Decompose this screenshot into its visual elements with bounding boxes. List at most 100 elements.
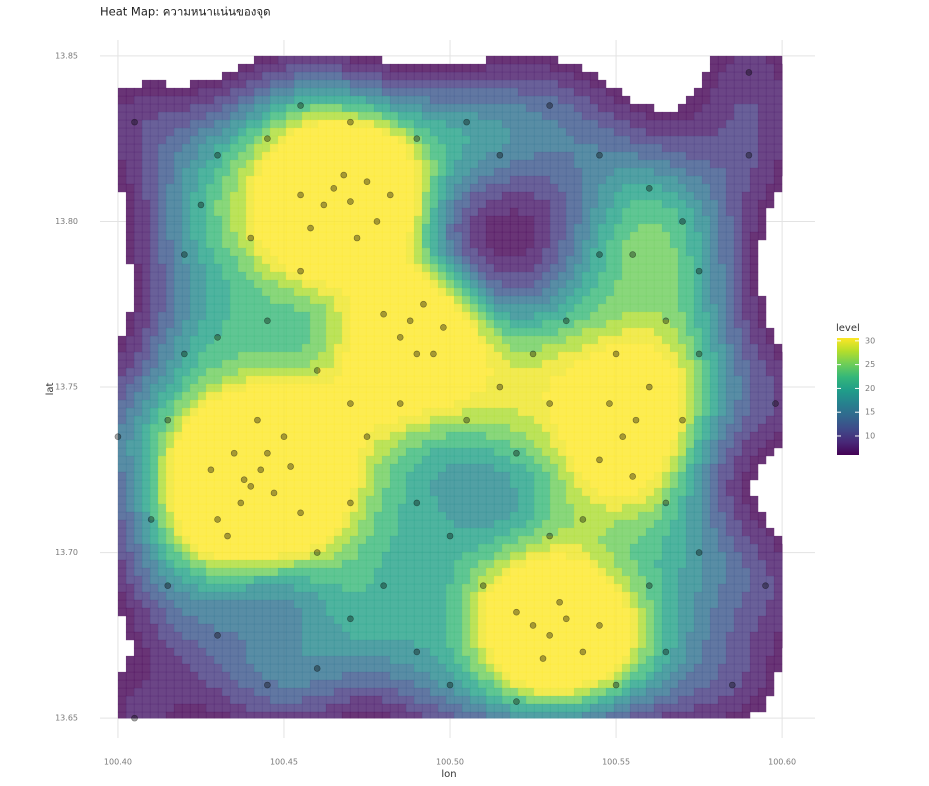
density-cell <box>573 247 583 257</box>
density-cell <box>309 367 319 377</box>
density-cell <box>181 215 191 225</box>
density-cell <box>389 239 399 249</box>
density-cell <box>565 327 575 337</box>
density-cell <box>629 207 639 217</box>
density-cell <box>493 175 503 185</box>
density-cell <box>509 207 519 217</box>
density-cell <box>189 415 199 425</box>
density-cell <box>293 279 303 289</box>
density-cell <box>645 143 655 153</box>
density-cell <box>677 143 687 153</box>
density-cell <box>565 479 575 489</box>
density-cell <box>357 463 367 473</box>
density-cell <box>565 495 575 505</box>
density-cell <box>149 351 159 361</box>
density-cell <box>645 479 655 489</box>
density-cell <box>325 535 335 545</box>
density-cell <box>525 383 535 393</box>
density-cell <box>461 471 471 481</box>
density-cell <box>253 455 263 465</box>
density-cell <box>501 415 511 425</box>
density-cell <box>741 487 751 497</box>
density-cell <box>661 423 671 433</box>
density-cell <box>229 263 239 273</box>
density-cell <box>533 87 543 97</box>
density-cell <box>349 175 359 185</box>
density-cell <box>277 335 287 345</box>
density-cell <box>269 231 279 241</box>
density-cell <box>517 319 527 329</box>
density-cell <box>261 375 271 385</box>
density-cell <box>541 87 551 97</box>
density-cell <box>237 271 247 281</box>
density-cell <box>485 351 495 361</box>
density-cell <box>637 143 647 153</box>
density-cell <box>221 391 231 401</box>
density-cell <box>629 191 639 201</box>
density-cell <box>341 527 351 537</box>
density-cell <box>333 495 343 505</box>
density-cell <box>701 151 711 161</box>
density-cell <box>269 439 279 449</box>
density-cell <box>653 519 663 529</box>
density-cell <box>261 199 271 209</box>
density-cell <box>453 103 463 113</box>
density-cell <box>245 375 255 385</box>
density-cell <box>373 519 383 529</box>
density-cell <box>477 223 487 233</box>
density-cell <box>189 255 199 265</box>
density-cell <box>533 255 543 265</box>
density-cell <box>117 391 127 401</box>
density-cell <box>205 175 215 185</box>
density-cell <box>517 279 527 289</box>
density-cell <box>733 399 743 409</box>
density-cell <box>341 327 351 337</box>
density-cell <box>197 471 207 481</box>
density-cell <box>685 503 695 513</box>
density-cell <box>165 295 175 305</box>
density-cell <box>589 271 599 281</box>
density-cell <box>565 375 575 385</box>
density-cell <box>397 191 407 201</box>
density-cell <box>253 207 263 217</box>
density-cell <box>701 447 711 457</box>
density-cell <box>501 431 511 441</box>
density-cell <box>277 463 287 473</box>
density-cell <box>445 359 455 369</box>
density-cell <box>373 503 383 513</box>
density-cell <box>533 239 543 249</box>
density-cell <box>141 207 151 217</box>
density-cell <box>509 399 519 409</box>
density-cell <box>205 487 215 497</box>
density-cell <box>549 87 559 97</box>
density-cell <box>693 215 703 225</box>
density-cell <box>181 143 191 153</box>
density-cell <box>141 95 151 105</box>
density-cell <box>621 351 631 361</box>
density-cell <box>181 423 191 433</box>
density-cell <box>477 127 487 137</box>
density-cell <box>301 111 311 121</box>
density-cell <box>333 175 343 185</box>
density-cell <box>637 431 647 441</box>
density-cell <box>365 119 375 129</box>
density-cell <box>685 151 695 161</box>
density-cell <box>157 279 167 289</box>
density-cell <box>621 175 631 185</box>
density-cell <box>517 367 527 377</box>
density-cell <box>141 215 151 225</box>
density-cell <box>501 175 511 185</box>
density-cell <box>413 215 423 225</box>
density-cell <box>389 335 399 345</box>
density-cell <box>133 399 143 409</box>
density-cell <box>349 55 359 65</box>
density-cell <box>749 71 759 81</box>
density-cell <box>277 407 287 417</box>
density-cell <box>741 535 751 545</box>
density-cell <box>501 535 511 545</box>
density-cell <box>133 367 143 377</box>
density-cell <box>357 263 367 273</box>
density-cell <box>629 455 639 465</box>
density-cell <box>317 503 327 513</box>
density-cell <box>733 463 743 473</box>
